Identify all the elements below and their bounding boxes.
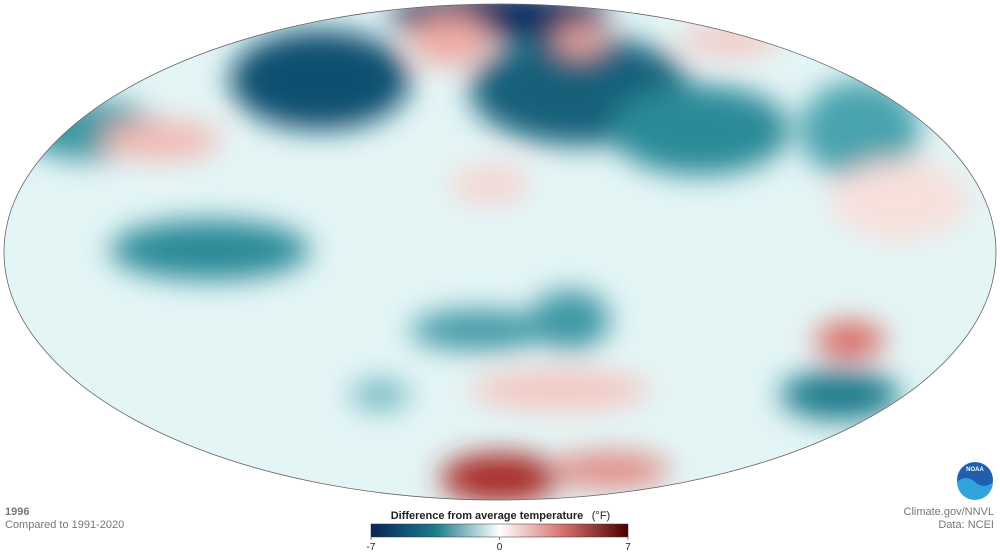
globe-outline	[3, 3, 997, 501]
colorbar	[370, 523, 629, 538]
colorbar-tick-label: 0	[497, 542, 503, 553]
baseline-label: Compared to 1991-2020	[5, 519, 124, 531]
colorbar-tick-label: 7	[625, 542, 631, 553]
colorbar-tick-label: -7	[367, 542, 376, 553]
year-label: 1996	[5, 506, 29, 518]
logo-text: NOAA	[966, 467, 984, 473]
colorbar-ticks: -7 0 7	[367, 537, 631, 553]
noaa-logo: NOAA	[957, 462, 993, 500]
source-credit: Climate.gov/NNVL	[904, 506, 994, 518]
colorbar-title: Difference from average temperature	[391, 510, 584, 522]
colorbar-unit: (°F)	[592, 510, 610, 522]
data-credit: Data: NCEI	[938, 519, 994, 531]
